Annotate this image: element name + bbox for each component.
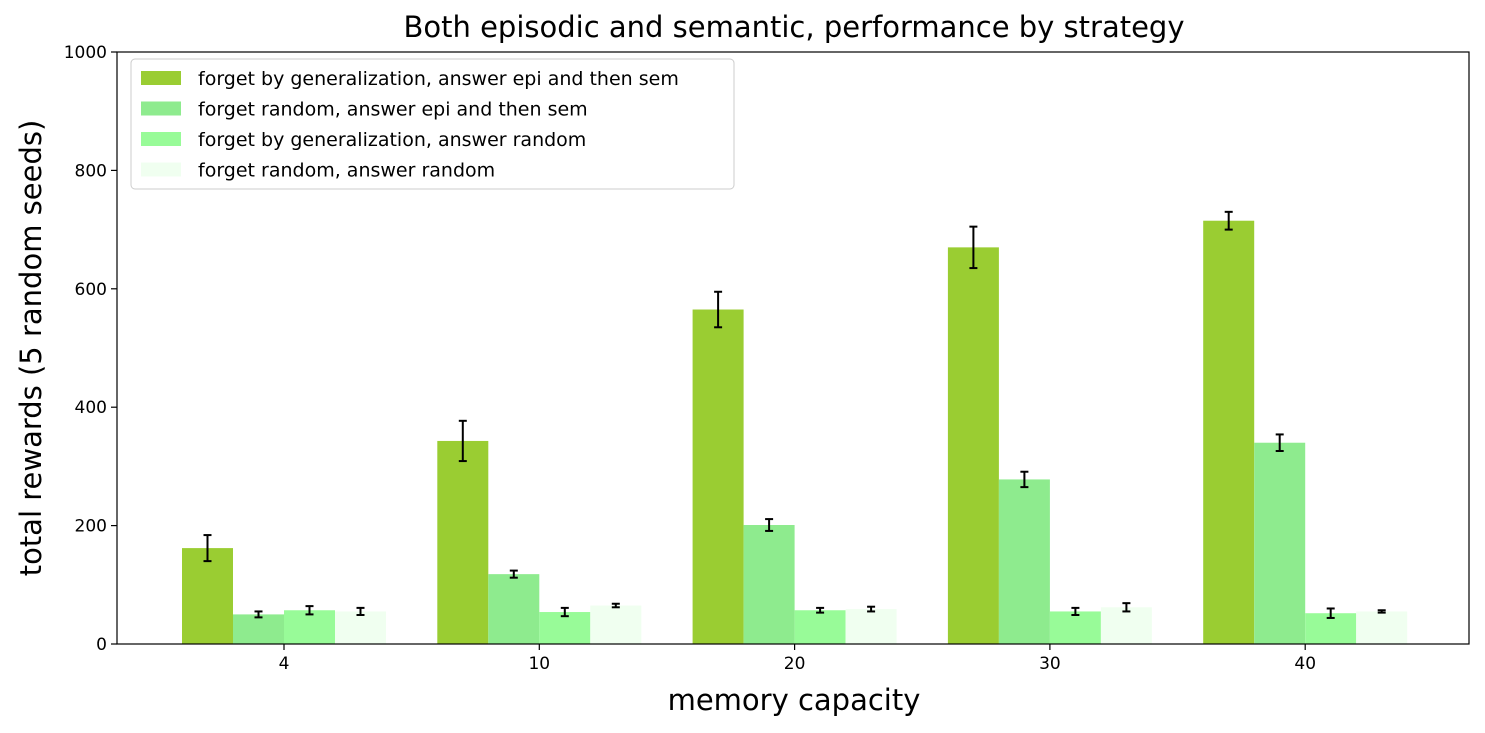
bars-group [182,220,1408,645]
error-bar-3-40 [1377,609,1386,614]
y-tick-label: 400 [75,398,107,418]
legend-label-1: forget random, answer epi and then sem [198,99,588,121]
y-tick-label: 1000 [64,43,107,63]
x-tick-label: 20 [784,654,806,674]
bar-3-20 [845,609,897,644]
plot-area-frame [116,51,1470,645]
error-bar-3-4 [356,606,365,616]
error-bar-1-10 [509,569,518,579]
bar-0-10 [437,440,489,644]
legend-swatch-3 [141,162,181,177]
error-bar-1-30 [1020,470,1029,489]
legend-label-2: forget by generalization, answer random [198,129,586,151]
chart-title: Both episodic and semantic, performance … [403,10,1184,44]
legend-swatch-2 [141,132,181,146]
y-tick-label: 800 [75,161,107,181]
bar-3-40 [1356,611,1408,644]
bar-2-4 [284,610,335,644]
x-tick-label: 10 [528,654,550,674]
bar-2-20 [794,610,846,644]
bar-1-10 [488,574,540,644]
bar-1-20 [743,525,795,644]
error-bar-2-30 [1071,606,1080,616]
bar-3-10 [590,605,642,644]
bar-0-40 [1203,220,1255,644]
bar-1-30 [998,479,1050,644]
legend: forget by generalization, answer epi and… [130,58,735,190]
bar-1-4 [233,614,284,644]
bar-2-30 [1049,611,1101,644]
error-bar-0-40 [1224,210,1233,231]
error-bar-3-30 [1122,602,1131,613]
y-tick-label: 200 [75,517,107,537]
bar-2-10 [539,612,591,644]
error-bar-1-20 [765,518,774,532]
error-bar-1-40 [1275,433,1284,453]
legend-label-3: forget random, answer random [198,160,495,182]
error-bar-2-20 [816,606,825,614]
error-bar-2-40 [1326,607,1335,619]
error-bar-1-4 [254,610,263,619]
legend-frame [130,58,735,190]
y-axis-ticks: 0 200 400 600 800 1000 [64,43,117,655]
error-bar-3-10 [611,602,620,609]
bar-0-30 [947,247,999,645]
bar-3-30 [1100,607,1152,644]
legend-swatch-1 [141,101,181,116]
bar-0-20 [692,309,744,644]
y-tick-label: 600 [75,280,107,300]
error-bar-0-10 [458,419,467,463]
x-tick-label: 40 [1294,654,1316,674]
error-bar-2-10 [560,606,569,618]
x-axis-label: memory capacity [668,683,921,717]
x-tick-label: 30 [1039,654,1061,674]
legend-label-0: forget by generalization, answer epi and… [198,68,679,90]
bar-3-4 [335,611,386,644]
y-axis-label: total rewards (5 random seeds) [14,120,48,577]
legend-swatch-0 [141,71,181,85]
bar-1-40 [1254,442,1306,644]
error-bar-0-30 [969,225,978,270]
error-bars-group [203,210,1386,619]
x-axis-ticks: 4 10 20 30 40 [279,644,1316,674]
error-bar-3-20 [867,605,876,613]
x-tick-label: 4 [279,654,290,674]
error-bar-0-4 [203,534,212,563]
error-bar-0-20 [714,290,723,329]
error-bar-2-4 [305,605,314,616]
bar-0-4 [182,548,233,644]
y-tick-label: 0 [96,635,107,655]
